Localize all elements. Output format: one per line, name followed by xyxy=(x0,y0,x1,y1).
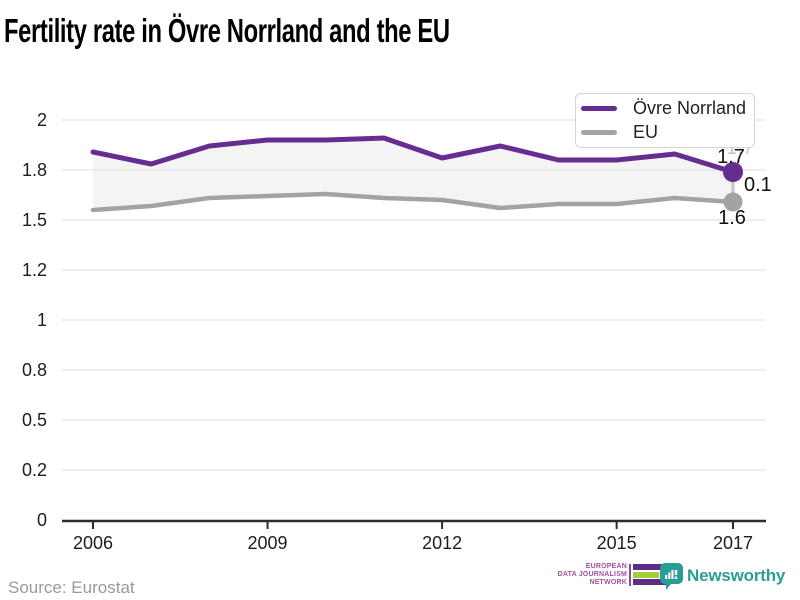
legend-label-ovre-norrland: Övre Norrland xyxy=(633,98,747,119)
newsworthy-logo-label: Newsworthy xyxy=(687,566,786,585)
end-label-difference: 0.1 xyxy=(744,174,772,196)
y-tick-label: 0.8 xyxy=(22,360,47,380)
y-tick-label: 0.5 xyxy=(22,410,47,430)
edjn-line-1: EUROPEAN xyxy=(585,563,627,570)
y-tick-label: 1 xyxy=(37,310,47,330)
data-point-ovre-norrland-2017 xyxy=(723,162,743,182)
edjn-bar-middle xyxy=(633,571,659,578)
legend-swatch-ovre-norrland xyxy=(581,106,617,112)
series-line-ovre-norrland xyxy=(90,135,736,175)
x-tick-label: 2012 xyxy=(422,533,462,553)
area-fill-between-series xyxy=(93,138,733,210)
data-point-eu-2017 xyxy=(723,192,743,212)
legend-swatch-eu xyxy=(581,129,617,135)
legend-item-ovre-norrland: Övre Norrland xyxy=(581,97,750,120)
y-tick-label: 0.2 xyxy=(22,460,47,480)
y-tick-label: 1.8 xyxy=(22,160,47,180)
series-line-eu xyxy=(90,191,736,213)
edjn-divider xyxy=(629,564,631,586)
x-tick-label: 2009 xyxy=(248,533,288,553)
newsworthy-pin-icon xyxy=(660,563,683,590)
x-tick-label: 2017 xyxy=(713,533,753,553)
legend-item-eu: EU xyxy=(581,121,750,144)
edjn-logo-text: EUROPEAN DATA JOURNALISM NETWORK xyxy=(545,563,627,586)
edjn-logo-bars xyxy=(633,564,667,587)
y-tick-label: 1.2 xyxy=(22,260,47,280)
legend: Övre Norrland EU xyxy=(575,93,755,148)
end-label-eu: 1.6 xyxy=(718,207,746,229)
source-note: Source: Eurostat xyxy=(8,578,135,597)
edjn-line-3: NETWORK xyxy=(589,578,627,586)
edjn-bar-bottom xyxy=(633,579,667,585)
page-title: Fertility rate in Övre Norrland and the … xyxy=(4,12,450,49)
y-tick-label: 0 xyxy=(37,510,47,530)
x-tick-label: 2015 xyxy=(597,533,637,553)
edjn-bar-top xyxy=(633,564,667,570)
legend-label-eu: EU xyxy=(633,121,659,142)
y-tick-label: 2 xyxy=(37,110,47,130)
edjn-line-2: DATA JOURNALISM xyxy=(557,570,627,578)
end-label-ovre-norrland: 1.7 xyxy=(717,146,745,168)
x-tick-label: 2006 xyxy=(73,533,113,553)
y-tick-label: 1.5 xyxy=(22,210,47,230)
